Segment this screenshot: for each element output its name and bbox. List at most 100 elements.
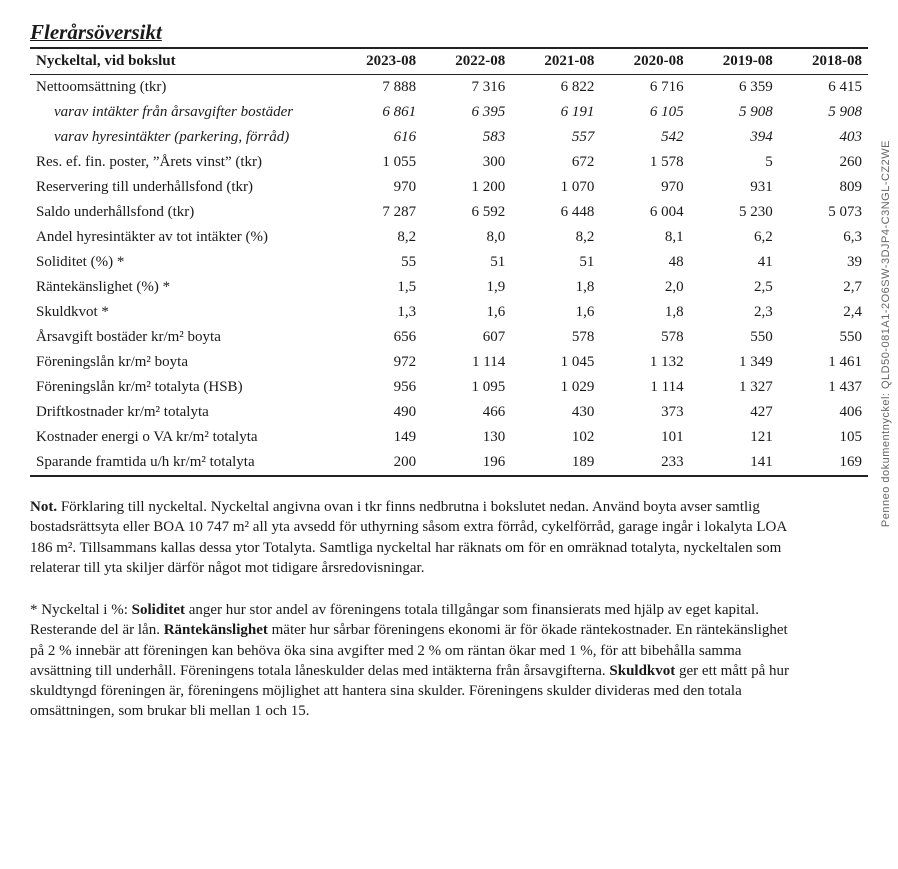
- cell-value: 6,3: [779, 225, 868, 250]
- cell-value: 1,5: [333, 275, 422, 300]
- cell-value: 5 908: [779, 100, 868, 125]
- cell-value: 200: [333, 450, 422, 476]
- cell-value: 1 055: [333, 150, 422, 175]
- cell-value: 6,2: [690, 225, 779, 250]
- key-figures-table: Nyckeltal, vid bokslut 2023-08 2022-08 2…: [30, 47, 868, 477]
- cell-value: 5 073: [779, 200, 868, 225]
- cell-value: 6 448: [511, 200, 600, 225]
- cell-value: 5: [690, 150, 779, 175]
- row-label: Andel hyresintäkter av tot intäkter (%): [30, 225, 333, 250]
- col-header-year: 2023-08: [333, 48, 422, 75]
- cell-value: 656: [333, 325, 422, 350]
- cell-value: 5 908: [690, 100, 779, 125]
- table-row: Soliditet (%) *555151484139: [30, 250, 868, 275]
- cell-value: 1 029: [511, 375, 600, 400]
- table-row: Nettoomsättning (tkr)7 8887 3166 8226 71…: [30, 75, 868, 101]
- cell-value: 1 349: [690, 350, 779, 375]
- cell-value: 1,6: [422, 300, 511, 325]
- row-label: varav intäkter från årsavgifter bostäder: [30, 100, 333, 125]
- row-label: Kostnader energi o VA kr/m² totalyta: [30, 425, 333, 450]
- cell-value: 41: [690, 250, 779, 275]
- cell-value: 1 132: [600, 350, 689, 375]
- cell-value: 550: [690, 325, 779, 350]
- table-row: varav hyresintäkter (parkering, förråd)6…: [30, 125, 868, 150]
- table-row: Andel hyresintäkter av tot intäkter (%)8…: [30, 225, 868, 250]
- row-label: Saldo underhållsfond (tkr): [30, 200, 333, 225]
- cell-value: 7 888: [333, 75, 422, 101]
- table-row: Räntekänslighet (%) *1,51,91,82,02,52,7: [30, 275, 868, 300]
- document-key-sidebar: Penneo dokumentnyckel: QLD50-081A1-2O6SW…: [880, 140, 892, 527]
- cell-value: 1 114: [600, 375, 689, 400]
- table-header-row: Nyckeltal, vid bokslut 2023-08 2022-08 2…: [30, 48, 868, 75]
- cell-value: 6 004: [600, 200, 689, 225]
- row-label: Skuldkvot *: [30, 300, 333, 325]
- cell-value: 260: [779, 150, 868, 175]
- cell-value: 6 415: [779, 75, 868, 101]
- row-label: Föreningslån kr/m² totalyta (HSB): [30, 375, 333, 400]
- cell-value: 373: [600, 400, 689, 425]
- page-title: Flerårsöversikt: [30, 20, 868, 45]
- cell-value: 196: [422, 450, 511, 476]
- row-label: Sparande framtida u/h kr/m² totalyta: [30, 450, 333, 476]
- table-row: Saldo underhållsfond (tkr)7 2876 5926 44…: [30, 200, 868, 225]
- cell-value: 1 114: [422, 350, 511, 375]
- cell-value: 1,8: [600, 300, 689, 325]
- table-row: Res. ef. fin. poster, ”Årets vinst” (tkr…: [30, 150, 868, 175]
- row-label: Räntekänslighet (%) *: [30, 275, 333, 300]
- col-header-label: Nyckeltal, vid bokslut: [30, 48, 333, 75]
- cell-value: 48: [600, 250, 689, 275]
- cell-value: 6 861: [333, 100, 422, 125]
- cell-value: 141: [690, 450, 779, 476]
- table-row: Skuldkvot *1,31,61,61,82,32,4: [30, 300, 868, 325]
- cell-value: 931: [690, 175, 779, 200]
- cell-value: 1 437: [779, 375, 868, 400]
- note-1-label: Not.: [30, 499, 57, 515]
- cell-value: 2,4: [779, 300, 868, 325]
- cell-value: 1,3: [333, 300, 422, 325]
- cell-value: 6 716: [600, 75, 689, 101]
- table-row: Årsavgift bostäder kr/m² boyta6566075785…: [30, 325, 868, 350]
- cell-value: 149: [333, 425, 422, 450]
- cell-value: 1 070: [511, 175, 600, 200]
- cell-value: 430: [511, 400, 600, 425]
- cell-value: 169: [779, 450, 868, 476]
- row-label: Nettoomsättning (tkr): [30, 75, 333, 101]
- cell-value: 956: [333, 375, 422, 400]
- cell-value: 427: [690, 400, 779, 425]
- note-2: * Nyckeltal i %: Soliditet anger hur sto…: [30, 600, 790, 722]
- cell-value: 1,6: [511, 300, 600, 325]
- cell-value: 102: [511, 425, 600, 450]
- cell-value: 2,7: [779, 275, 868, 300]
- cell-value: 7 316: [422, 75, 511, 101]
- cell-value: 578: [600, 325, 689, 350]
- cell-value: 466: [422, 400, 511, 425]
- table-row: Sparande framtida u/h kr/m² totalyta2001…: [30, 450, 868, 476]
- cell-value: 6 395: [422, 100, 511, 125]
- cell-value: 6 191: [511, 100, 600, 125]
- table-row: Reservering till underhållsfond (tkr)970…: [30, 175, 868, 200]
- cell-value: 557: [511, 125, 600, 150]
- row-label: Årsavgift bostäder kr/m² boyta: [30, 325, 333, 350]
- row-label: Reservering till underhållsfond (tkr): [30, 175, 333, 200]
- cell-value: 1 200: [422, 175, 511, 200]
- cell-value: 406: [779, 400, 868, 425]
- col-header-year: 2021-08: [511, 48, 600, 75]
- row-label: Res. ef. fin. poster, ”Årets vinst” (tkr…: [30, 150, 333, 175]
- note-2-b1: Soliditet: [132, 602, 185, 618]
- cell-value: 233: [600, 450, 689, 476]
- cell-value: 6 105: [600, 100, 689, 125]
- row-label: Soliditet (%) *: [30, 250, 333, 275]
- note-1-body: Förklaring till nyckeltal. Nyckeltal ang…: [30, 499, 786, 576]
- note-1: Not. Förklaring till nyckeltal. Nyckelta…: [30, 497, 790, 578]
- cell-value: 6 359: [690, 75, 779, 101]
- cell-value: 2,0: [600, 275, 689, 300]
- cell-value: 6 822: [511, 75, 600, 101]
- cell-value: 39: [779, 250, 868, 275]
- note-2-b3: Skuldkvot: [609, 663, 675, 679]
- cell-value: 394: [690, 125, 779, 150]
- cell-value: 616: [333, 125, 422, 150]
- cell-value: 189: [511, 450, 600, 476]
- cell-value: 6 592: [422, 200, 511, 225]
- col-header-year: 2018-08: [779, 48, 868, 75]
- cell-value: 542: [600, 125, 689, 150]
